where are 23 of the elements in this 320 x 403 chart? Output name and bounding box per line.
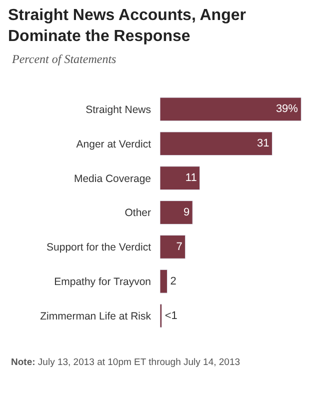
data-label: 9 [183,206,190,218]
data-label: 39% [276,103,298,116]
y-tick-label: Empathy for Trayvon [54,276,152,288]
bar [160,97,302,122]
bar [160,200,193,224]
text: Note: July 13, 2013 at 10pm ET through July 14, 2013 [11,357,240,368]
data-label: <1 [164,310,178,322]
bar [160,166,200,190]
y-tick-label: Media Coverage [74,172,152,185]
data-label: 7 [176,240,182,253]
data-label: 2 [170,275,176,288]
bar [160,269,168,294]
bar [160,132,272,156]
y-tick-label: Zimmerman Life at Risk [40,310,152,322]
y-tick-label: Straight News [86,104,151,116]
data-label: 31 [256,138,270,150]
y-tick-label: Support for the Verdict [46,242,152,254]
data-label: 11 [185,172,197,184]
chart-title: Straight News Accounts, Anger Dominate the Response [8,7,246,45]
bar [160,234,186,259]
y-tick-label: Anger at Verdict [76,138,152,150]
chart-subtitle: Percent of Statements [11,52,117,66]
y-tick-label: Other [124,207,152,220]
